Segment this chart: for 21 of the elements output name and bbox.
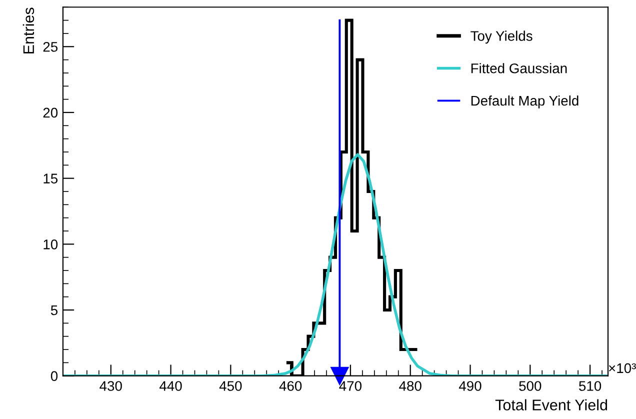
legend-label: Fitted Gaussian <box>471 63 567 74</box>
x-tick-label: 500 <box>519 381 542 391</box>
x-tick-label: 510 <box>579 381 602 391</box>
x-tick-label: 460 <box>279 381 302 391</box>
y-tick-label: 0 <box>50 371 58 382</box>
y-tick-label: 20 <box>43 108 58 118</box>
y-axis-title: Entries <box>22 8 34 54</box>
x-axis-title: Total Event Yield <box>495 399 608 410</box>
x-tick-label: 490 <box>458 381 482 391</box>
legend-label: Default Map Yield <box>471 95 578 108</box>
x-tick-label: 450 <box>219 381 242 391</box>
legend-label: Toy Yields <box>470 30 532 44</box>
x-tick-label: 470 <box>339 381 362 391</box>
x-tick-label: 480 <box>399 381 422 391</box>
x-tick-label: 430 <box>100 381 122 391</box>
y-tick-label: 10 <box>44 239 58 250</box>
y-tick-label: 15 <box>44 174 58 184</box>
y-tick-label: 25 <box>43 42 58 52</box>
x-tick-label: 440 <box>160 381 182 391</box>
text: ×10³ <box>608 363 636 374</box>
y-tick-label: 5 <box>50 305 58 316</box>
